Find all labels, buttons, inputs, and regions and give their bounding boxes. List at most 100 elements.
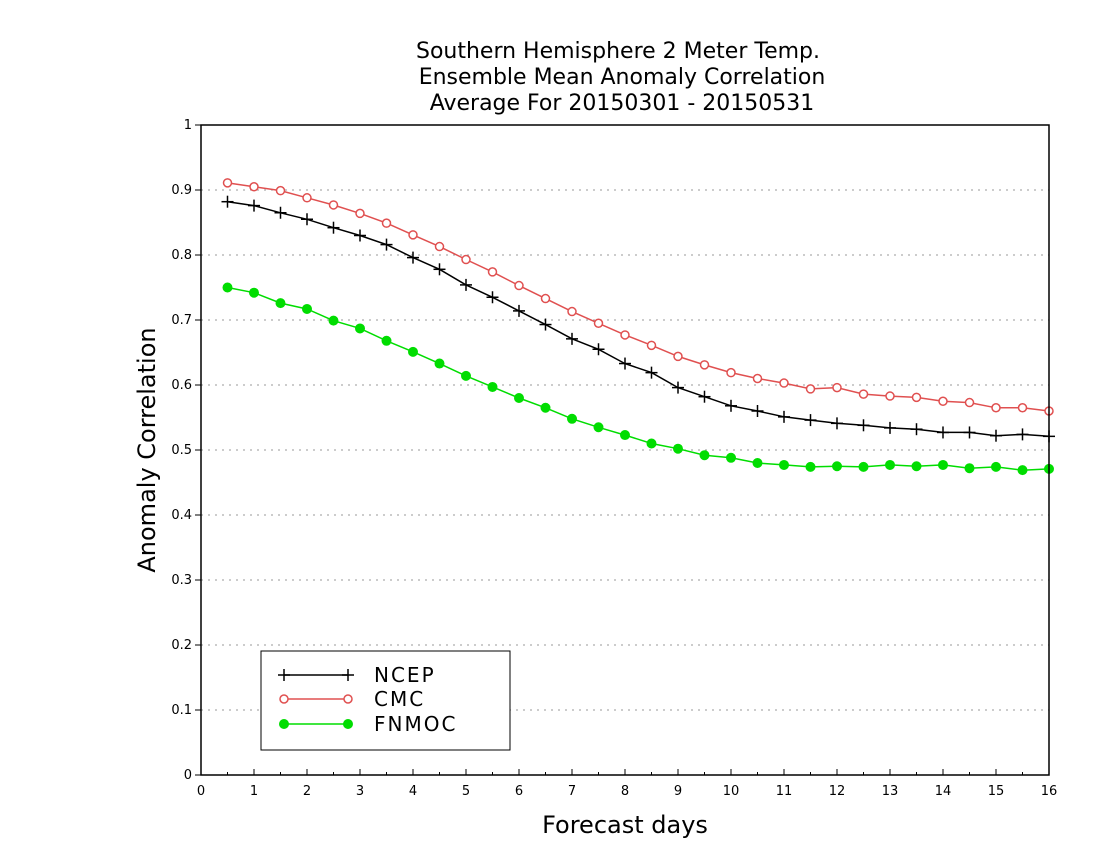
data-point-fnmoc — [938, 459, 948, 470]
data-point-cmc — [1017, 403, 1028, 413]
legend-marker-ncep — [342, 669, 354, 681]
data-point-cmc — [461, 254, 471, 265]
data-point-fnmoc — [355, 323, 365, 334]
y-tick-label: 0.4 — [171, 508, 192, 523]
data-point-ncep — [539, 318, 552, 331]
data-point-cmc — [222, 178, 233, 188]
x-tick-label: 3 — [356, 784, 364, 799]
data-point-cmc — [540, 293, 551, 304]
data-point-fnmoc — [726, 452, 736, 463]
data-point-fnmoc — [514, 393, 524, 403]
data-point-cmc — [911, 392, 922, 403]
y-tick-label: 1 — [184, 118, 192, 133]
x-tick-label: 2 — [303, 784, 311, 799]
y-axis-label: Anomaly Correlation — [133, 327, 161, 572]
data-point-ncep — [937, 426, 949, 439]
data-point-cmc — [752, 373, 763, 384]
data-point-ncep — [884, 421, 896, 434]
data-point-ncep — [248, 199, 260, 212]
data-point-cmc — [302, 193, 312, 203]
y-tick-label: 0.6 — [171, 378, 192, 393]
data-point-cmc — [832, 382, 842, 393]
x-tick-label: 7 — [568, 784, 576, 799]
x-tick-label: 12 — [829, 784, 846, 799]
series-line-ncep — [227, 200, 1050, 438]
data-point-fnmoc — [540, 402, 551, 413]
data-point-fnmoc — [328, 315, 339, 326]
y-tick-label: 0.9 — [171, 183, 192, 198]
y-tick-label: 0.7 — [171, 313, 192, 328]
y-tick-label: 0.1 — [171, 703, 192, 718]
legend-item-cmc: CMC — [279, 687, 425, 711]
legend-label-cmc: CMC — [374, 687, 425, 711]
data-point-cmc — [646, 340, 657, 351]
data-point-fnmoc — [646, 438, 657, 449]
data-point-fnmoc — [858, 461, 869, 472]
x-tick-label: 16 — [1041, 784, 1058, 799]
data-point-fnmoc — [434, 358, 445, 369]
data-point-cmc — [355, 208, 365, 219]
legend-marker-fnmoc — [279, 719, 289, 729]
x-tick-label: 5 — [462, 784, 470, 799]
data-point-ncep — [486, 291, 499, 304]
data-point-ncep — [778, 410, 790, 423]
data-point-ncep — [460, 278, 472, 291]
data-point-fnmoc — [275, 298, 286, 309]
legend-marker-cmc — [279, 694, 289, 704]
data-point-ncep — [1016, 428, 1029, 441]
series-ncep — [221, 195, 1055, 443]
data-point-ncep — [354, 229, 366, 242]
gridlines — [201, 189, 1049, 711]
x-tick-label: 10 — [723, 784, 740, 799]
data-point-cmc — [487, 267, 498, 277]
data-point-cmc — [991, 403, 1001, 413]
data-point-fnmoc — [620, 430, 630, 441]
data-point-cmc — [620, 330, 630, 340]
data-point-ncep — [407, 251, 419, 264]
data-point-fnmoc — [381, 335, 392, 346]
x-tick-label: 15 — [988, 784, 1005, 799]
x-axis-label: Forecast days — [542, 811, 708, 839]
data-point-ncep — [274, 206, 287, 219]
chart-title: Southern Hemisphere 2 Meter Temp. Ensemb… — [416, 39, 825, 116]
legend-item-fnmoc: FNMOC — [279, 712, 455, 736]
data-point-fnmoc — [1017, 465, 1028, 476]
data-point-cmc — [779, 378, 789, 388]
x-tick-label: 8 — [621, 784, 629, 799]
data-point-ncep — [513, 304, 525, 317]
legend-marker-ncep — [278, 669, 290, 681]
data-point-cmc — [514, 280, 524, 291]
x-tick-label: 13 — [882, 784, 899, 799]
data-point-fnmoc — [567, 413, 577, 424]
data-point-cmc — [726, 367, 736, 378]
data-point-ncep — [301, 213, 313, 226]
data-point-fnmoc — [752, 458, 763, 468]
data-point-cmc — [593, 318, 604, 328]
data-point-ncep — [857, 419, 870, 432]
data-point-ncep — [963, 426, 976, 439]
data-series — [221, 178, 1055, 476]
data-point-ncep — [645, 366, 658, 379]
series-cmc — [222, 178, 1054, 416]
data-point-ncep — [804, 414, 817, 427]
data-point-fnmoc — [779, 459, 789, 470]
y-tick-label: 0.2 — [171, 638, 192, 653]
data-point-cmc — [938, 396, 948, 406]
data-point-cmc — [381, 218, 392, 228]
x-tick-label: 11 — [776, 784, 793, 799]
legend-item-ncep: NCEP — [278, 663, 434, 687]
data-point-fnmoc — [249, 287, 259, 298]
data-point-ncep — [990, 429, 1002, 442]
data-point-fnmoc — [964, 463, 975, 474]
axis-ticks: 00.10.20.30.40.50.60.70.80.910 1 2 3 4 5 6 7 8 9 1… — [171, 118, 1057, 799]
chart-title-line-2: Ensemble Mean Anomaly Correlation — [419, 65, 826, 90]
data-point-ncep — [725, 399, 737, 412]
data-point-fnmoc — [487, 381, 498, 392]
data-point-fnmoc — [991, 461, 1001, 472]
data-point-ncep — [592, 343, 605, 356]
data-point-cmc — [858, 389, 869, 399]
plot-frame — [200, 124, 1050, 776]
x-tick-label: 9 — [674, 784, 682, 799]
chart-title-line-1: Southern Hemisphere 2 Meter Temp. — [416, 39, 820, 64]
